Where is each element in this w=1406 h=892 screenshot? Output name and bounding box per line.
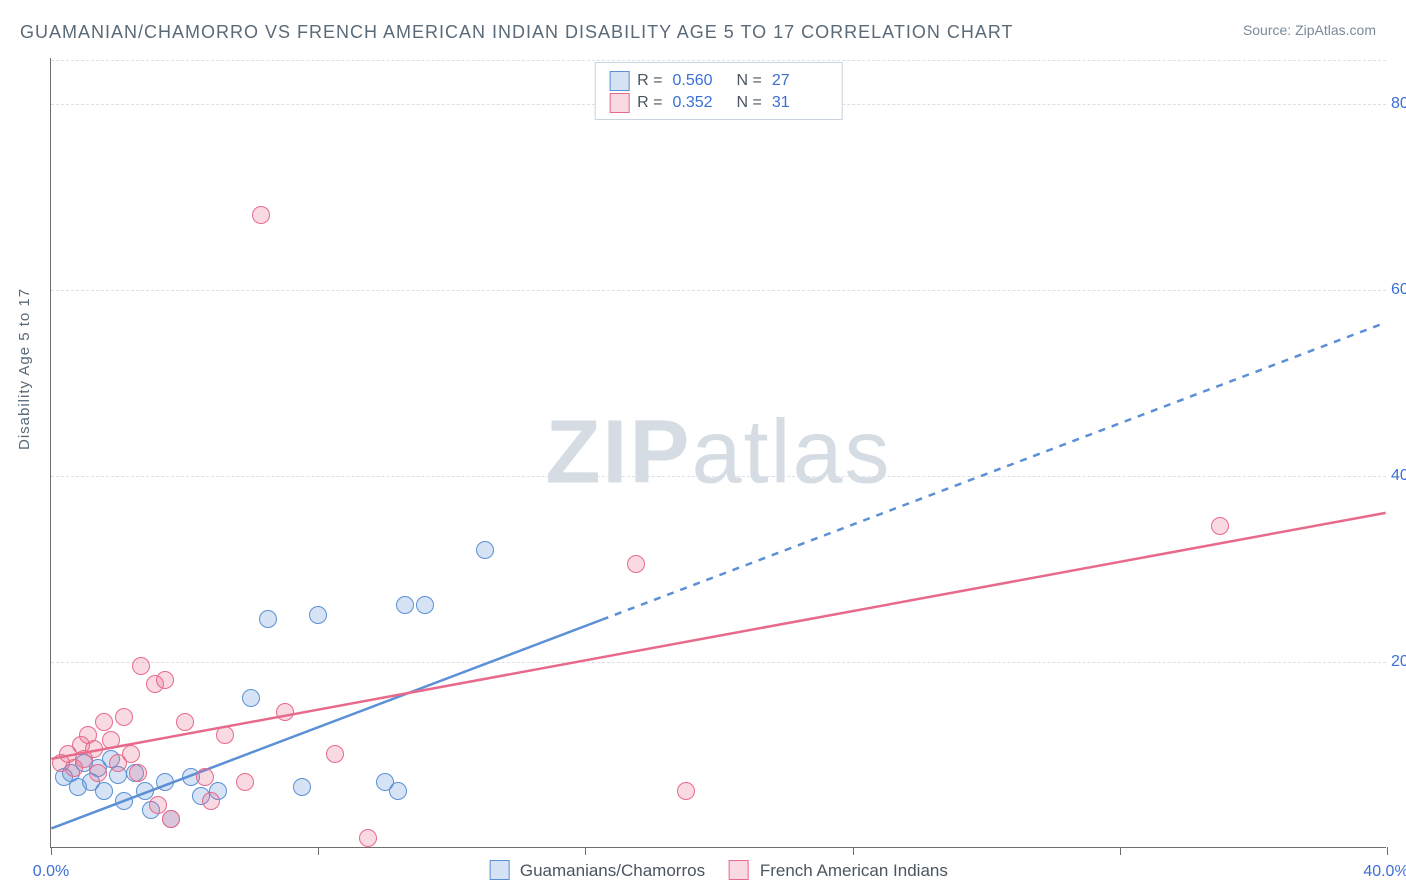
- r-label: R =: [637, 94, 662, 112]
- scatter-point: [476, 541, 494, 559]
- y-tick-label: 40.0%: [1391, 467, 1406, 485]
- scatter-point: [359, 829, 377, 847]
- legend-swatch-blue-icon: [489, 860, 509, 880]
- scatter-point: [416, 596, 434, 614]
- trend-line: [602, 323, 1386, 620]
- x-tick: [1387, 847, 1388, 855]
- scatter-point: [276, 703, 294, 721]
- scatter-point: [89, 764, 107, 782]
- y-tick-label: 60.0%: [1391, 281, 1406, 299]
- scatter-point: [129, 764, 147, 782]
- y-tick-label: 80.0%: [1391, 95, 1406, 113]
- plot-area: ZIPatlas R = 0.560 N = 27 R = 0.352 N = …: [50, 58, 1386, 848]
- watermark: ZIPatlas: [545, 401, 891, 504]
- legend-label-2: French American Indians: [760, 861, 948, 880]
- trend-lines: [51, 58, 1386, 847]
- trend-line: [51, 513, 1385, 759]
- scatter-point: [196, 768, 214, 786]
- scatter-point: [259, 610, 277, 628]
- gridline: [51, 476, 1386, 477]
- scatter-point: [326, 745, 344, 763]
- scatter-point: [396, 596, 414, 614]
- source-label: Source: ZipAtlas.com: [1243, 22, 1376, 38]
- scatter-point: [252, 206, 270, 224]
- scatter-point: [115, 708, 133, 726]
- y-tick-label: 20.0%: [1391, 653, 1406, 671]
- gridline: [51, 60, 1386, 61]
- r-value-2: 0.352: [673, 94, 723, 112]
- scatter-point: [1211, 517, 1229, 535]
- watermark-light: atlas: [691, 402, 891, 502]
- scatter-point: [115, 792, 133, 810]
- legend-stats-row-1: R = 0.560 N = 27: [609, 71, 828, 91]
- gridline: [51, 662, 1386, 663]
- scatter-point: [95, 782, 113, 800]
- scatter-point: [95, 713, 113, 731]
- r-label: R =: [637, 72, 662, 90]
- scatter-point: [236, 773, 254, 791]
- n-label: N =: [737, 94, 762, 112]
- y-axis-label: Disability Age 5 to 17: [16, 288, 33, 450]
- x-tick: [1120, 847, 1121, 855]
- gridline: [51, 290, 1386, 291]
- scatter-point: [627, 555, 645, 573]
- scatter-point: [202, 792, 220, 810]
- n-value-2: 31: [772, 94, 822, 112]
- x-tick: [853, 847, 854, 855]
- legend-series: Guamanians/Chamorros French American Ind…: [489, 860, 948, 881]
- scatter-point: [309, 606, 327, 624]
- scatter-point: [85, 740, 103, 758]
- legend-stats-box: R = 0.560 N = 27 R = 0.352 N = 31: [594, 62, 843, 120]
- legend-item-2: French American Indians: [729, 860, 948, 881]
- x-tick: [51, 847, 52, 855]
- legend-swatch-pink-icon: [729, 860, 749, 880]
- x-tick: [585, 847, 586, 855]
- source-name: ZipAtlas.com: [1295, 22, 1376, 38]
- n-value-1: 27: [772, 72, 822, 90]
- scatter-point: [162, 810, 180, 828]
- scatter-point: [389, 782, 407, 800]
- n-label: N =: [737, 72, 762, 90]
- scatter-point: [132, 657, 150, 675]
- legend-stats-row-2: R = 0.352 N = 31: [609, 93, 828, 113]
- scatter-point: [176, 713, 194, 731]
- source-prefix: Source:: [1243, 22, 1295, 38]
- legend-swatch-blue: [609, 71, 629, 91]
- scatter-point: [156, 671, 174, 689]
- x-tick-label-min: 0.0%: [33, 863, 69, 881]
- legend-swatch-pink: [609, 93, 629, 113]
- scatter-point: [156, 773, 174, 791]
- r-value-1: 0.560: [673, 72, 723, 90]
- trend-line: [51, 620, 601, 829]
- scatter-point: [242, 689, 260, 707]
- chart-title: GUAMANIAN/CHAMORRO VS FRENCH AMERICAN IN…: [20, 22, 1014, 43]
- scatter-point: [293, 778, 311, 796]
- scatter-point: [677, 782, 695, 800]
- watermark-bold: ZIP: [545, 402, 691, 502]
- scatter-point: [122, 745, 140, 763]
- legend-item-1: Guamanians/Chamorros: [489, 860, 705, 881]
- scatter-point: [102, 731, 120, 749]
- x-tick: [318, 847, 319, 855]
- scatter-point: [216, 726, 234, 744]
- legend-label-1: Guamanians/Chamorros: [520, 861, 705, 880]
- x-tick-label-max: 40.0%: [1363, 863, 1406, 881]
